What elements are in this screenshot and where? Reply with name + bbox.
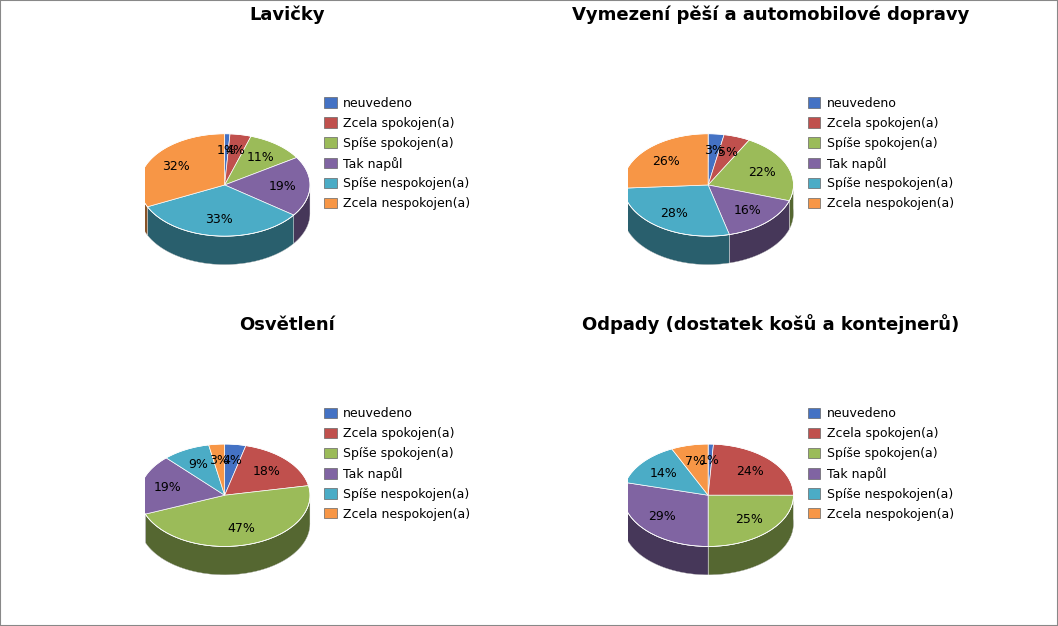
- Polygon shape: [140, 458, 224, 514]
- Polygon shape: [623, 496, 708, 575]
- Text: 3%: 3%: [209, 454, 230, 467]
- Text: 24%: 24%: [736, 465, 764, 478]
- Text: 25%: 25%: [735, 513, 763, 526]
- Polygon shape: [140, 134, 224, 207]
- Polygon shape: [224, 158, 310, 215]
- Text: 18%: 18%: [253, 465, 281, 478]
- Polygon shape: [708, 135, 749, 185]
- Ellipse shape: [140, 162, 310, 265]
- Polygon shape: [708, 444, 794, 495]
- Text: 1%: 1%: [700, 454, 719, 467]
- Polygon shape: [623, 483, 708, 546]
- Text: 9%: 9%: [188, 458, 208, 471]
- Text: 4%: 4%: [222, 454, 242, 467]
- Text: 4%: 4%: [225, 144, 245, 157]
- Polygon shape: [224, 134, 230, 185]
- Polygon shape: [708, 140, 794, 201]
- Legend: neuvedeno, Zcela spokojen(a), Spíše spokojen(a), Tak napůl, Spíše nespokojen(a),: neuvedeno, Zcela spokojen(a), Spíše spok…: [805, 95, 956, 213]
- Legend: neuvedeno, Zcela spokojen(a), Spíše spokojen(a), Tak napůl, Spíše nespokojen(a),: neuvedeno, Zcela spokojen(a), Spíše spok…: [805, 405, 956, 523]
- Polygon shape: [708, 444, 713, 495]
- Polygon shape: [625, 449, 708, 495]
- Ellipse shape: [623, 162, 794, 265]
- Text: 33%: 33%: [205, 213, 233, 226]
- Polygon shape: [166, 445, 224, 495]
- Polygon shape: [145, 486, 310, 546]
- Polygon shape: [208, 444, 224, 495]
- Title: Vymezení pěší a automobilové dopravy: Vymezení pěší a automobilové dopravy: [572, 6, 969, 24]
- Polygon shape: [224, 446, 309, 495]
- Text: 32%: 32%: [162, 160, 189, 173]
- Polygon shape: [708, 495, 794, 546]
- Polygon shape: [708, 185, 789, 235]
- Text: 29%: 29%: [649, 510, 676, 523]
- Polygon shape: [708, 134, 724, 185]
- Text: 28%: 28%: [660, 207, 688, 220]
- Polygon shape: [224, 136, 296, 185]
- Polygon shape: [294, 185, 310, 244]
- Ellipse shape: [623, 473, 794, 575]
- Text: 11%: 11%: [247, 151, 274, 164]
- Title: Osvětlení: Osvětlení: [239, 316, 335, 334]
- Polygon shape: [729, 201, 789, 263]
- Text: 22%: 22%: [748, 166, 776, 178]
- Polygon shape: [623, 185, 729, 236]
- Polygon shape: [623, 188, 729, 265]
- Polygon shape: [147, 185, 294, 236]
- Text: 14%: 14%: [650, 466, 677, 480]
- Polygon shape: [789, 185, 794, 229]
- Ellipse shape: [140, 473, 310, 575]
- Legend: neuvedeno, Zcela spokojen(a), Spíše spokojen(a), Tak napůl, Spíše nespokojen(a),: neuvedeno, Zcela spokojen(a), Spíše spok…: [322, 95, 473, 213]
- Polygon shape: [708, 496, 794, 575]
- Polygon shape: [140, 187, 147, 235]
- Text: 26%: 26%: [652, 155, 679, 168]
- Text: 16%: 16%: [734, 204, 762, 217]
- Polygon shape: [623, 134, 708, 188]
- Polygon shape: [224, 134, 251, 185]
- Polygon shape: [672, 444, 708, 495]
- Text: 3%: 3%: [704, 144, 724, 156]
- Title: Odpady (dostatek košů a kontejnerů): Odpady (dostatek košů a kontejnerů): [582, 314, 960, 334]
- Legend: neuvedeno, Zcela spokojen(a), Spíše spokojen(a), Tak napůl, Spíše nespokojen(a),: neuvedeno, Zcela spokojen(a), Spíše spok…: [322, 405, 473, 523]
- Text: 19%: 19%: [154, 481, 182, 494]
- Text: 47%: 47%: [226, 522, 255, 535]
- Polygon shape: [147, 207, 294, 265]
- Text: 5%: 5%: [717, 146, 737, 159]
- Polygon shape: [224, 444, 245, 495]
- Text: 1%: 1%: [217, 143, 236, 156]
- Polygon shape: [145, 496, 310, 575]
- Polygon shape: [140, 496, 145, 543]
- Text: 19%: 19%: [269, 180, 296, 193]
- Text: 7%: 7%: [686, 454, 706, 468]
- Title: Lavičky: Lavičky: [250, 6, 325, 24]
